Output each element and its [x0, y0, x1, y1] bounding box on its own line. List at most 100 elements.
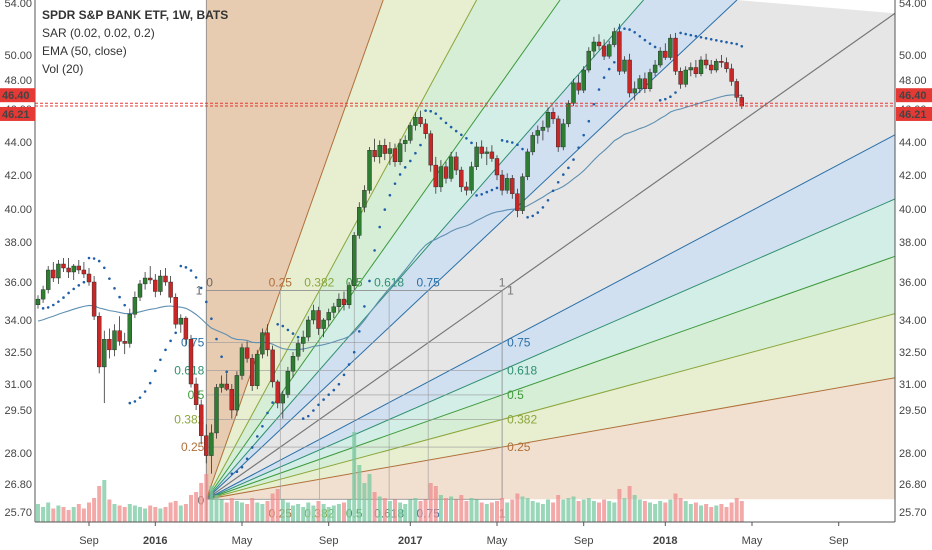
volume-bar	[581, 499, 586, 522]
sar-dot	[704, 36, 708, 40]
volume-bar	[66, 510, 71, 522]
sar-dot	[393, 182, 397, 185]
volume-bar	[428, 483, 433, 522]
sar-dot	[184, 266, 188, 269]
x-tick-label: Sep	[829, 535, 849, 547]
x-tick-label: Sep	[574, 535, 594, 547]
volume-bar	[342, 502, 346, 522]
volume-bar	[163, 507, 168, 522]
volume-bar	[132, 505, 137, 522]
price-badge-upper-right: 46.40	[899, 90, 927, 102]
y-tick-label-right: 31.00	[899, 379, 927, 391]
sar-dot	[347, 363, 351, 366]
y-tick-label-left: 54.00	[4, 0, 32, 10]
fib-label-top-zero: 0	[206, 276, 213, 290]
y-tick-label-left: 38.00	[4, 237, 32, 249]
y-tick-label-left: 29.50	[4, 405, 32, 417]
chart-legend: SPDR S&P BANK ETF, 1W, BATS SAR (0.02, 0…	[42, 6, 228, 78]
candle-body	[316, 310, 321, 329]
sar-dot	[434, 112, 438, 115]
candle-body	[693, 67, 699, 74]
ema-line	[37, 94, 742, 351]
volume-bar	[143, 508, 148, 522]
sar-dot	[291, 332, 295, 335]
volume-bar	[474, 499, 479, 522]
volume-bar	[403, 504, 408, 522]
candle-body	[479, 146, 484, 154]
sar-dot	[577, 146, 580, 149]
sar-dot	[725, 40, 728, 44]
sar-dot	[409, 159, 412, 163]
volume-bar	[576, 501, 581, 522]
candle-body	[91, 281, 97, 317]
volume-bar	[209, 486, 214, 522]
volume-bar	[693, 502, 698, 522]
y-tick-label-left: 34.00	[4, 315, 32, 327]
sar-dot	[159, 358, 162, 362]
candle-body	[367, 150, 372, 191]
sar-dot	[92, 257, 96, 260]
volume-bar	[214, 495, 219, 522]
candle-body	[362, 190, 367, 208]
sar-dot	[500, 139, 504, 142]
candle-body	[377, 145, 382, 158]
volume-bar	[500, 498, 505, 522]
sar-dot	[679, 31, 682, 35]
sar-dot	[327, 393, 331, 396]
sar-dot	[521, 147, 524, 151]
sar-dot	[653, 45, 657, 49]
volume-bar	[668, 499, 673, 522]
candle-body	[331, 306, 336, 313]
sar-dot	[205, 300, 208, 304]
volume-bar	[245, 504, 250, 522]
volume-bar	[285, 502, 290, 522]
legend-title: SPDR S&P BANK ETF, 1W, BATS	[42, 8, 229, 22]
x-tick-label: 2018	[653, 535, 677, 547]
candle-body	[658, 50, 663, 66]
candle-body	[158, 275, 163, 292]
volume-bar	[127, 504, 132, 522]
sar-dot	[123, 303, 126, 307]
candle-body	[219, 383, 224, 388]
x-tick-label: May	[742, 535, 763, 547]
fib-fan-line-upper	[205, 0, 478, 500]
volume-bar	[51, 508, 56, 522]
candle-body	[464, 186, 469, 191]
volume-bar	[704, 504, 709, 522]
candle-body	[591, 41, 597, 52]
candle-body	[357, 207, 362, 236]
y-tick-label-left: 32.50	[4, 347, 32, 359]
y-tick-label-left: 31.00	[4, 379, 32, 391]
sar-dot	[286, 328, 290, 332]
volume-bar	[469, 498, 474, 522]
sar-dot	[562, 173, 565, 176]
sar-dot	[194, 276, 198, 279]
candle-body	[285, 371, 291, 395]
y-tick-label-left: 44.00	[4, 137, 32, 149]
candle-body	[683, 69, 688, 85]
volume-bar	[535, 502, 540, 522]
volume-bar	[234, 501, 239, 522]
volume-bar	[627, 486, 632, 522]
volume-bar	[138, 507, 142, 522]
y-tick-label-left: 25.70	[4, 507, 32, 519]
candle-body	[678, 71, 683, 85]
candle-body	[688, 67, 693, 71]
volume-bar	[571, 496, 576, 522]
sar-dot	[363, 305, 366, 308]
sar-dot	[164, 348, 167, 352]
fib-label-top: 0.75	[416, 276, 440, 290]
sar-dot	[613, 60, 616, 64]
sar-dot	[592, 102, 596, 106]
sar-dot	[485, 190, 489, 194]
fib-label-top: 1	[499, 276, 506, 290]
y-tick-label-left: 42.00	[4, 170, 32, 182]
volume-bar	[530, 501, 535, 522]
sar-dot	[664, 97, 667, 101]
sar-dot	[730, 41, 733, 45]
sar-dot	[403, 166, 407, 169]
volume-bar	[673, 493, 678, 522]
candle-body	[652, 64, 658, 73]
candle-body	[61, 263, 66, 269]
